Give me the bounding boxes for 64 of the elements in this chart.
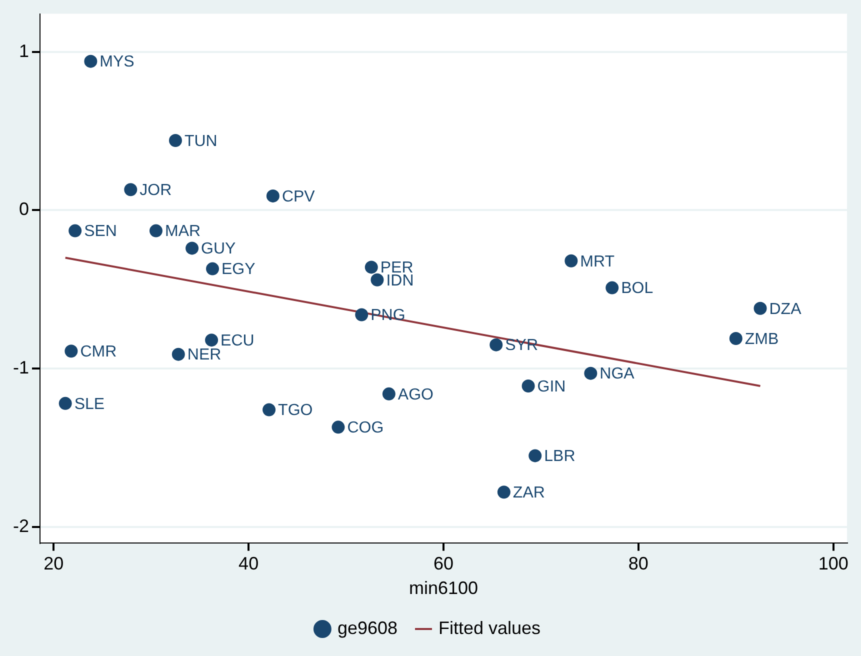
point <box>522 380 535 392</box>
point <box>370 273 384 286</box>
data-label: JOR <box>140 182 172 200</box>
data-label: MRT <box>580 253 615 270</box>
y-tick-label: -2 <box>12 516 30 536</box>
data-label: CMR <box>80 344 117 361</box>
data-label: SYR <box>505 337 538 354</box>
point <box>584 366 598 380</box>
point <box>497 486 510 499</box>
data-label: CPV <box>282 188 316 206</box>
data-label: IDN <box>386 272 414 290</box>
legend-label: ge9608 <box>337 618 398 638</box>
x-tick-label: 20 <box>44 554 64 574</box>
x-tick-label: 60 <box>433 554 454 574</box>
data-label: AGO <box>398 386 434 404</box>
data-label: MYS <box>100 54 134 71</box>
point <box>205 334 218 347</box>
data-label: GUY <box>201 240 236 258</box>
data-label: MAR <box>164 223 201 240</box>
data-label: NER <box>187 346 222 364</box>
data-label: COG <box>347 420 384 437</box>
data-label: BOL <box>621 280 654 298</box>
point <box>729 332 742 345</box>
point <box>206 262 220 276</box>
y-tick-label: -1 <box>12 358 30 378</box>
data-label: SEN <box>84 223 117 240</box>
point <box>528 449 542 462</box>
point <box>490 338 503 352</box>
x-tick-label: 40 <box>238 554 259 574</box>
data-label: NGA <box>600 366 635 383</box>
data-label: ECU <box>220 332 254 350</box>
point <box>58 396 72 410</box>
point <box>606 281 619 294</box>
y-tick-label: 1 <box>18 40 30 61</box>
data-label: DZA <box>769 300 802 318</box>
point <box>355 308 368 322</box>
point <box>364 260 378 274</box>
point <box>564 254 578 268</box>
point <box>754 302 767 315</box>
point <box>332 420 345 434</box>
data-label: GIN <box>537 378 566 396</box>
point <box>382 387 396 400</box>
x-tick-label: 100 <box>818 554 848 574</box>
point <box>84 54 98 68</box>
x-axis-title: min6100 <box>408 578 478 598</box>
point <box>262 403 276 416</box>
data-label: TGO <box>278 402 313 420</box>
point <box>172 348 185 361</box>
data-label: TUN <box>184 132 218 150</box>
point <box>168 134 182 148</box>
point <box>149 224 162 238</box>
point <box>68 224 82 238</box>
y-tick-label: 0 <box>18 199 30 220</box>
data-label: SLE <box>74 396 105 413</box>
data-label: ZAR <box>512 484 545 502</box>
point <box>266 189 280 202</box>
x-tick-label: 80 <box>628 554 648 574</box>
data-label: LBR <box>544 448 576 466</box>
point <box>64 344 78 358</box>
point <box>186 242 199 255</box>
data-label: ZMB <box>744 330 779 348</box>
point <box>124 183 138 196</box>
data-label: EGY <box>222 261 256 278</box>
legend-label: Fitted values <box>438 618 541 638</box>
